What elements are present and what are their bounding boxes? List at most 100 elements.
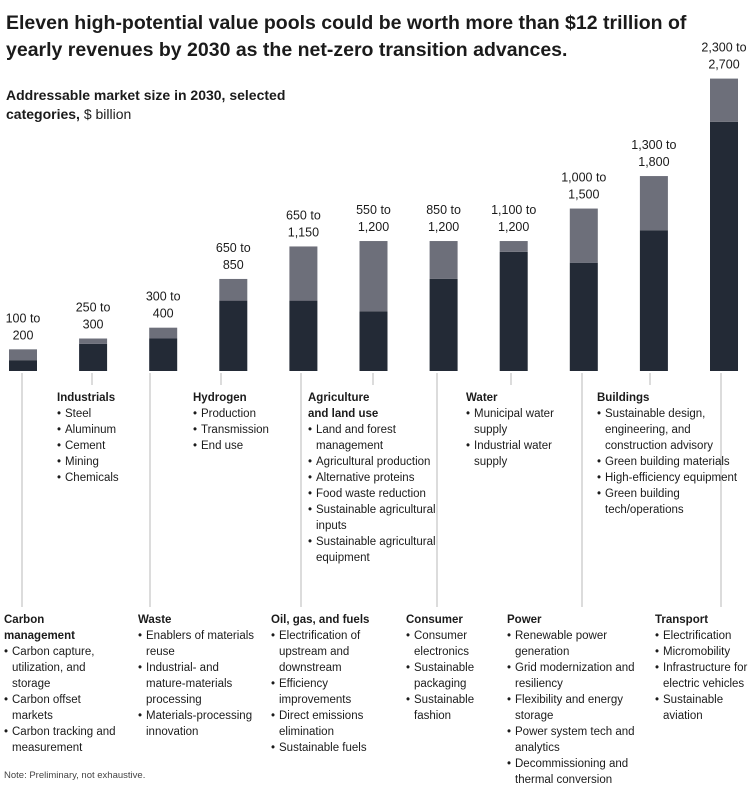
bar-group-agriculture-and-land-use: 550 to 1,200: [356, 203, 391, 385]
value-label-carbon-management: 200: [13, 328, 34, 342]
category-item: Sustainable aviation: [655, 692, 750, 724]
bar-group-industrials: 250 to 300: [76, 301, 111, 385]
value-label-buildings: 1,800: [638, 155, 669, 169]
value-label-consumer: 850 to: [426, 203, 461, 217]
value-label-waste: 300 to: [146, 290, 181, 304]
category-items: Electrification of upstream and downstre…: [271, 628, 396, 756]
category-item: High-efficiency equipment: [597, 470, 747, 486]
category-item: Sustainable packaging: [406, 660, 496, 692]
category-items: Carbon capture, utilization, and storage…: [4, 644, 124, 756]
value-label-transport: 2,300 to: [701, 41, 746, 55]
value-label-agriculture-and-land-use: 550 to: [356, 203, 391, 217]
value-label-hydrogen: 850: [223, 258, 244, 272]
value-label-industrials: 300: [83, 318, 104, 332]
category-item: Industrial- and mature-materials process…: [138, 660, 258, 708]
category-item: Micromobility: [655, 644, 750, 660]
category-item: Agricultural production: [308, 454, 448, 470]
category-name: management: [4, 630, 75, 642]
bar-low-transport: [710, 121, 738, 371]
category-items: ProductionTransmissionEnd use: [193, 406, 278, 454]
category-item: Sustainable fuels: [271, 740, 396, 756]
category-waste: Waste Enablers of materials reuseIndustri…: [138, 612, 258, 740]
category-item: Efficiency improvements: [271, 676, 396, 708]
bar-range-oil-gas-and-fuels: [289, 246, 318, 301]
category-item: Decommissioning and thermal conversion: [507, 756, 642, 788]
category-item: Sustainable agricultural inputs: [308, 502, 448, 534]
category-name: Waste: [138, 614, 172, 626]
category-item: Direct emissions elimination: [271, 708, 396, 740]
category-item: Steel: [57, 406, 147, 422]
bar-group-carbon-management: 100 to 200: [6, 311, 40, 607]
value-label-water: 1,100 to: [491, 203, 536, 217]
bar-group-water: 1,100 to 1,200: [491, 203, 536, 385]
category-name: Industrials: [57, 392, 116, 404]
bar-range-transport: [710, 78, 738, 122]
bar-low-industrials: [79, 343, 108, 371]
category-name: Carbon: [4, 614, 45, 626]
bar-group-buildings: 1,300 to 1,800: [631, 138, 677, 385]
category-name: Transport: [655, 614, 709, 626]
bar-group-power: 1,000 to 1,500: [561, 171, 606, 607]
bar-range-agriculture-and-land-use: [359, 241, 388, 312]
category-item: Land and forest management: [308, 422, 448, 454]
category-name: Oil, gas, and fuels: [271, 614, 370, 626]
category-item: Mining: [57, 454, 147, 470]
category-name: Water: [466, 392, 498, 404]
category-item: Materials-processing innovation: [138, 708, 258, 740]
category-item: Carbon tracking and measurement: [4, 724, 124, 756]
category-item: Food waste reduction: [308, 486, 448, 502]
bar-range-consumer: [429, 241, 458, 279]
category-oil-gas-and-fuels: Oil, gas, and fuels Electrification of up…: [271, 612, 396, 756]
category-items: Sustainable design, engineering, and con…: [597, 406, 747, 518]
value-label-buildings: 1,300 to: [631, 138, 676, 152]
bar-low-buildings: [639, 230, 668, 371]
category-name: Buildings: [597, 392, 650, 404]
bar-low-hydrogen: [219, 300, 248, 371]
category-power: Power Renewable power generationGrid mode…: [507, 612, 642, 788]
category-item: Transmission: [193, 422, 278, 438]
category-items: Municipal water supplyIndustrial water s…: [466, 406, 566, 470]
bar-range-waste: [149, 327, 178, 339]
bar-low-consumer: [429, 278, 458, 371]
footnote: Note: Preliminary, not exhaustive.: [4, 770, 146, 781]
value-label-consumer: 1,200: [428, 220, 459, 234]
category-item: Flexibility and energy storage: [507, 692, 642, 724]
bar-range-industrials: [79, 338, 108, 344]
category-item: Infrastructure for electric vehicles: [655, 660, 750, 692]
category-item: Consumer electronics: [406, 628, 496, 660]
subtitle-bold: Addressable market size in 2030, selecte…: [6, 87, 286, 122]
category-water: Water Municipal water supplyIndustrial wa…: [466, 390, 566, 470]
chart-subtitle: Addressable market size in 2030, selecte…: [6, 86, 336, 124]
category-item: Sustainable agricultural equipment: [308, 534, 448, 566]
value-label-oil-gas-and-fuels: 650 to: [286, 208, 321, 222]
value-label-power: 1,000 to: [561, 171, 606, 185]
category-item: Industrial water supply: [466, 438, 566, 470]
category-item: Aluminum: [57, 422, 147, 438]
category-item: Carbon offset markets: [4, 692, 124, 724]
category-item: Alternative proteins: [308, 470, 448, 486]
bar-group-oil-gas-and-fuels: 650 to 1,150: [286, 208, 321, 607]
category-item: Electrification of upstream and downstre…: [271, 628, 396, 676]
category-buildings: Buildings Sustainable design, engineering…: [597, 390, 747, 518]
category-item: Enablers of materials reuse: [138, 628, 258, 660]
category-item: Green building materials: [597, 454, 747, 470]
chart-title: Eleven high-potential value pools could …: [6, 12, 687, 61]
category-item: Grid modernization and resiliency: [507, 660, 642, 692]
bar-low-water: [499, 251, 528, 371]
category-name: Consumer: [406, 614, 463, 626]
category-carbon-management: Carbon management Carbon capture, utilizat…: [4, 612, 124, 756]
bar-range-power: [569, 208, 598, 263]
category-hydrogen: Hydrogen ProductionTransmissionEnd use: [193, 390, 278, 454]
value-label-waste: 400: [153, 307, 174, 321]
category-name: Agriculture: [308, 392, 370, 404]
category-consumer: ConsumerConsumer electronicsSustainable …: [406, 612, 496, 724]
category-item: Sustainable fashion: [406, 692, 496, 724]
value-label-transport: 2,700: [708, 58, 739, 72]
category-item: Sustainable design, engineering, and con…: [597, 406, 747, 454]
bar-low-power: [569, 262, 598, 371]
category-items: Land and forest managementAgricultural p…: [308, 422, 448, 566]
category-agriculture-and-land-use: Agriculture and land use Land and forest m…: [308, 390, 448, 566]
value-label-water: 1,200: [498, 220, 529, 234]
value-label-hydrogen: 650 to: [216, 241, 251, 255]
